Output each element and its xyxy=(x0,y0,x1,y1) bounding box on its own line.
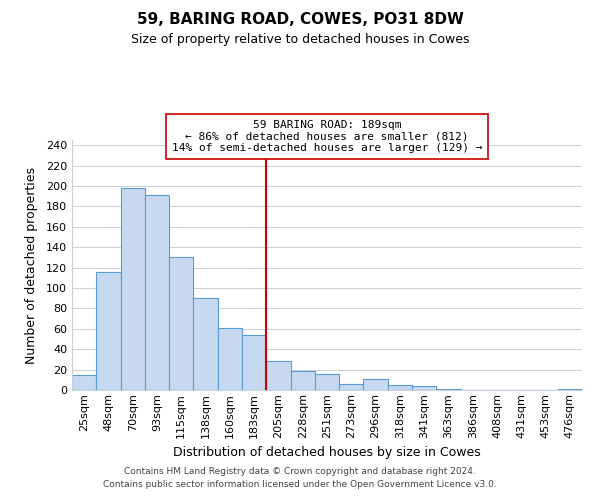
Bar xyxy=(558,389,582,390)
Bar xyxy=(266,362,290,390)
Bar xyxy=(388,385,412,390)
X-axis label: Distribution of detached houses by size in Cowes: Distribution of detached houses by size … xyxy=(173,446,481,459)
Bar xyxy=(169,258,193,390)
Text: Contains HM Land Registry data © Crown copyright and database right 2024.: Contains HM Land Registry data © Crown c… xyxy=(124,467,476,476)
Text: Contains public sector information licensed under the Open Government Licence v3: Contains public sector information licen… xyxy=(103,480,497,489)
Bar xyxy=(242,335,266,390)
Bar xyxy=(290,370,315,390)
Text: 59 BARING ROAD: 189sqm
← 86% of detached houses are smaller (812)
14% of semi-de: 59 BARING ROAD: 189sqm ← 86% of detached… xyxy=(172,120,482,153)
Bar xyxy=(436,389,461,390)
Bar xyxy=(193,298,218,390)
Text: 59, BARING ROAD, COWES, PO31 8DW: 59, BARING ROAD, COWES, PO31 8DW xyxy=(137,12,463,28)
Bar xyxy=(364,379,388,390)
Bar xyxy=(72,374,96,390)
Bar xyxy=(145,195,169,390)
Bar xyxy=(339,384,364,390)
Bar xyxy=(121,188,145,390)
Bar xyxy=(218,328,242,390)
Bar xyxy=(315,374,339,390)
Bar xyxy=(412,386,436,390)
Bar xyxy=(96,272,121,390)
Text: Size of property relative to detached houses in Cowes: Size of property relative to detached ho… xyxy=(131,32,469,46)
Y-axis label: Number of detached properties: Number of detached properties xyxy=(25,166,38,364)
